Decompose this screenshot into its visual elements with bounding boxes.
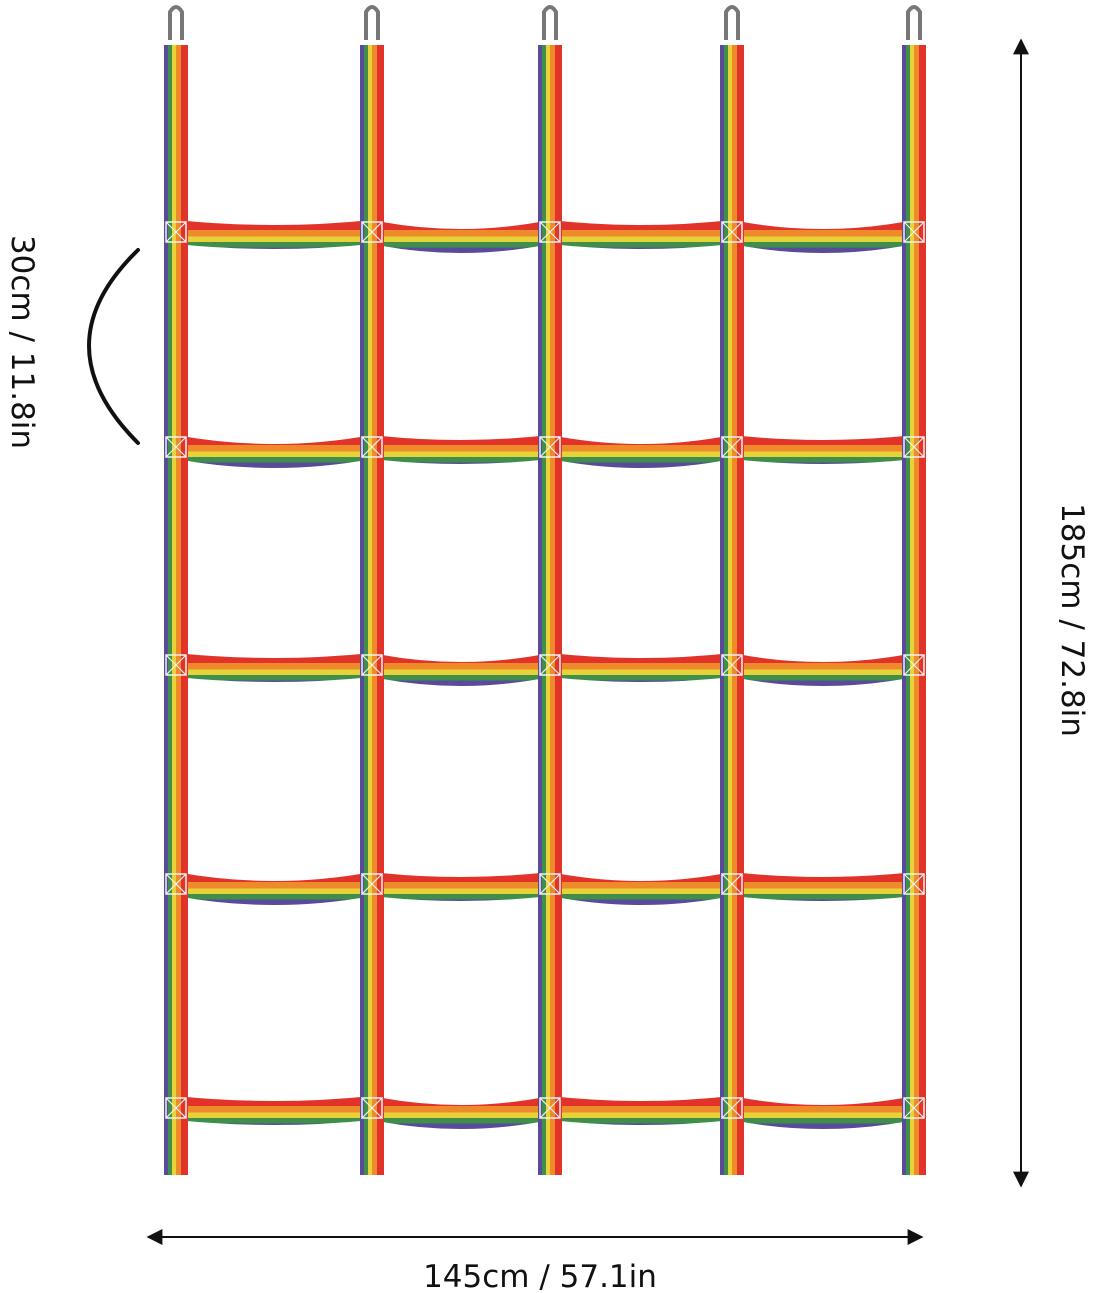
stitch-patch (539, 221, 561, 243)
stitch-cross (361, 1097, 383, 1119)
stitch-cross (539, 873, 561, 895)
vertical-strap (902, 45, 926, 1175)
stitch-patch (361, 436, 383, 458)
climbing-net (164, 5, 926, 1175)
stitch-cross (903, 221, 925, 243)
stitch-cross (165, 1097, 187, 1119)
stitch-cross (361, 873, 383, 895)
stitch-cross (165, 221, 187, 243)
stitch-patch (903, 654, 925, 676)
stitch-patch (903, 1097, 925, 1119)
stitch-cross (903, 873, 925, 895)
hook (724, 5, 740, 40)
stitch-cross (721, 436, 743, 458)
stitch-patch (721, 221, 743, 243)
stitch-patch (165, 221, 187, 243)
stitch-patch (903, 873, 925, 895)
stitch-patch (361, 1097, 383, 1119)
vertical-strap (720, 45, 744, 1175)
stitch-cross (165, 436, 187, 458)
hook (906, 5, 922, 40)
stitch-patch (165, 1097, 187, 1119)
stitch-patch (361, 221, 383, 243)
stitch-cross (361, 221, 383, 243)
stitch-cross (721, 654, 743, 676)
hook (168, 5, 184, 40)
stitch-cross (903, 436, 925, 458)
stitch-cross (903, 1097, 925, 1119)
hook (542, 5, 558, 40)
stitch-cross (361, 654, 383, 676)
stitch-cross (539, 436, 561, 458)
stitch-patch (721, 873, 743, 895)
width-label: 145cm / 57.1in (423, 1259, 657, 1293)
stitch-patch (539, 654, 561, 676)
height-label: 185cm / 72.8in (1054, 503, 1090, 737)
stitch-cross (721, 1097, 743, 1119)
vertical-strap (164, 45, 188, 1175)
loop-arc (87, 248, 140, 445)
stitch-cross (539, 654, 561, 676)
stitch-patch (539, 1097, 561, 1119)
hook (364, 5, 380, 40)
stitch-cross (165, 873, 187, 895)
stitch-patch (539, 436, 561, 458)
stitch-patch (361, 654, 383, 676)
stitch-cross (721, 873, 743, 895)
stitch-patch (721, 1097, 743, 1119)
stitch-cross (903, 654, 925, 676)
vertical-strap (360, 45, 384, 1175)
stitch-patch (721, 654, 743, 676)
stitch-cross (539, 221, 561, 243)
stitch-cross (361, 436, 383, 458)
stitch-patch (165, 654, 187, 676)
stitch-patch (165, 436, 187, 458)
stitch-patch (361, 873, 383, 895)
stitch-cross (721, 221, 743, 243)
loop-length-label: 30cm / 11.8in (4, 235, 40, 449)
stitch-patch (539, 873, 561, 895)
stitch-cross (165, 654, 187, 676)
stitch-patch (903, 436, 925, 458)
stitch-patch (903, 221, 925, 243)
vertical-strap (538, 45, 562, 1175)
stitch-patch (721, 436, 743, 458)
stitch-patch (165, 873, 187, 895)
stitch-cross (539, 1097, 561, 1119)
